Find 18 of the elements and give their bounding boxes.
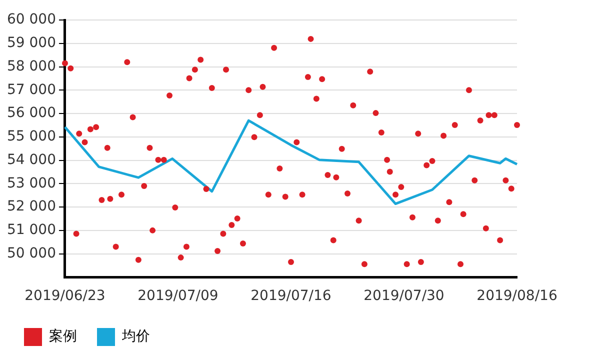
y-tick-label: 59 000	[6, 35, 56, 52]
y-tick-label: 50 000	[6, 245, 56, 262]
y-tick-label: 60 000	[6, 12, 56, 28]
x-tick-label: 2019/06/23	[24, 288, 106, 304]
x-tick-label: 2019/07/30	[364, 288, 444, 304]
x-tick-label: 2019/07/09	[138, 288, 218, 304]
legend-label: 案例	[49, 328, 77, 345]
y-tick-label: 53 000	[6, 175, 56, 192]
y-tick-label: 54 000	[6, 152, 56, 168]
y-tick-label: 58 000	[6, 58, 56, 74]
y-tick-label: 55 000	[6, 128, 56, 145]
y-tick-label: 52 000	[6, 198, 56, 215]
x-tick-label: 2019/08/16	[476, 288, 558, 304]
x-tick-label: 2019/07/16	[250, 288, 332, 304]
legend-label: 均价	[121, 328, 150, 345]
y-tick-label: 51 000	[6, 222, 56, 238]
y-tick-label: 57 000	[6, 82, 56, 98]
y-tick-label: 56 000	[6, 105, 56, 122]
